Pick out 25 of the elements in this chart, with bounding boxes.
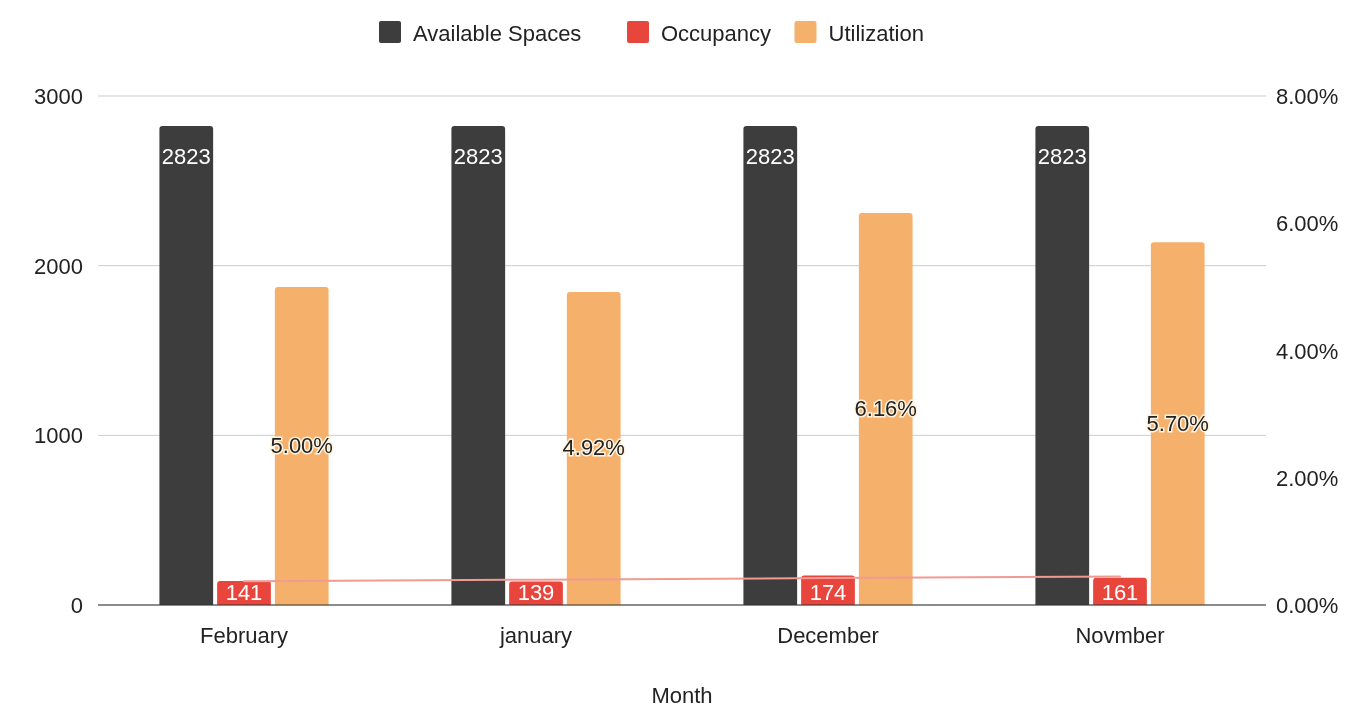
x-tick-label: December xyxy=(777,623,879,648)
data-label: 2823 xyxy=(745,144,795,170)
y-tick-label: 3000 xyxy=(34,84,83,109)
y2-tick-label: 6.00% xyxy=(1276,211,1339,237)
data-label: 2823 xyxy=(161,144,211,170)
data-label: 141 xyxy=(225,580,263,605)
y-tick-label: 1000 xyxy=(34,423,83,449)
y2-tick-label: 2.00% xyxy=(1276,465,1339,491)
x-axis-title: Month xyxy=(651,683,713,708)
data-label: 161 xyxy=(1101,580,1139,605)
legend-label: Utilization xyxy=(828,21,924,46)
legend-label: Occupancy xyxy=(661,21,772,46)
y-tick-label: 0 xyxy=(70,593,83,618)
y-tick-label: 2000 xyxy=(34,253,83,279)
y2-tick-label: 0.00% xyxy=(1276,593,1339,618)
data-label: 174 xyxy=(809,580,847,605)
data-label: 139 xyxy=(517,580,555,605)
data-label: 2823 xyxy=(1037,144,1087,170)
x-tick-label: Novmber xyxy=(1075,623,1165,648)
y2-tick-label: 4.00% xyxy=(1276,338,1339,364)
x-tick-label: january xyxy=(498,623,573,648)
x-tick-label: February xyxy=(199,623,289,648)
data-label: 2823 xyxy=(453,144,503,170)
legend-label: Available Spaces xyxy=(413,21,582,46)
y2-tick-label: 8.00% xyxy=(1276,84,1339,109)
